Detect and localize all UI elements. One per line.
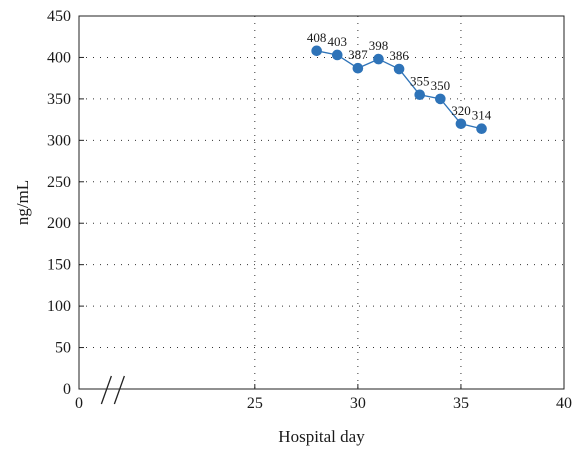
data-point [476, 123, 487, 135]
x-tick-label: 40 [556, 395, 572, 412]
y-tick-label: 450 [47, 8, 71, 25]
data-label: 398 [369, 38, 389, 53]
y-tick-label: 100 [47, 298, 71, 315]
x-tick-label: 0 [75, 395, 83, 412]
data-point [435, 93, 446, 105]
axis-ticks [78, 15, 565, 390]
y-tick-label: 250 [47, 174, 71, 191]
data-label: 320 [451, 103, 471, 118]
data-point [352, 62, 364, 74]
break-slash [100, 375, 112, 405]
x-tick-label: 35 [453, 395, 469, 412]
data-point [414, 89, 426, 101]
y-tick-label: 200 [47, 215, 71, 232]
axis-break-mark [100, 375, 125, 405]
x-tick-label: 25 [247, 395, 263, 412]
data-label: 350 [431, 78, 451, 93]
data-label: 355 [410, 74, 430, 89]
data-point [455, 118, 467, 130]
data-label: 408 [307, 30, 327, 45]
break-slash [113, 375, 125, 405]
y-tick-label: 350 [47, 91, 71, 108]
data-point [311, 45, 322, 57]
x-tick-label: 30 [350, 395, 366, 412]
x-axis-tick-labels: 0 25 30 35 40 [75, 395, 572, 412]
y-tick-label: 150 [47, 257, 71, 274]
data-point [331, 49, 343, 61]
data-point [373, 53, 384, 65]
y-axis-title: ng/mL [13, 180, 32, 225]
y-tick-label: 400 [47, 49, 71, 66]
data-label: 386 [389, 48, 409, 63]
data-label: 403 [328, 34, 348, 49]
grid-lines [79, 16, 564, 389]
data-point [393, 63, 405, 75]
plot-frame [78, 15, 565, 390]
data-label: 314 [472, 108, 492, 123]
y-tick-label: 0 [63, 381, 71, 398]
x-axis-title: Hospital day [278, 427, 365, 446]
y-axis-tick-labels: 0 50 100 150 200 250 300 350 400 450 [47, 8, 71, 398]
y-tick-label: 300 [47, 132, 71, 149]
data-label: 387 [348, 47, 368, 62]
y-tick-label: 50 [55, 340, 71, 357]
